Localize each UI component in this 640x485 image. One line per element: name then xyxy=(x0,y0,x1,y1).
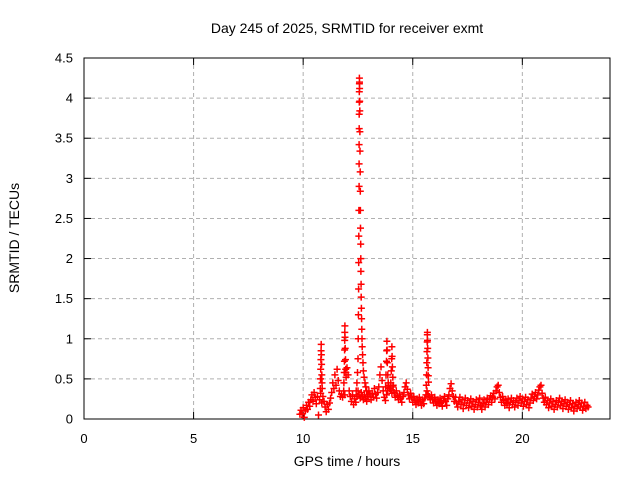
x-tick-label: 5 xyxy=(190,431,197,446)
x-tick-label: 0 xyxy=(80,431,87,446)
data-points xyxy=(296,74,592,421)
y-tick-label: 2.5 xyxy=(55,211,73,226)
y-tick-label: 0 xyxy=(66,412,73,427)
x-tick-label: 10 xyxy=(296,431,310,446)
gridlines xyxy=(84,58,610,419)
y-tick-label: 2 xyxy=(66,251,73,266)
axes-and-ticks: 0 5 10 15 20 0 0.5 1 1.5 2 2.5 3 3.5 4 4.5 xyxy=(55,51,611,446)
y-tick-label: 1 xyxy=(66,331,73,346)
chart-title: Day 245 of 2025, SRMTID for receiver exm… xyxy=(211,20,483,36)
y-tick-label: 4.5 xyxy=(55,51,73,66)
y-tick-label: 3.5 xyxy=(55,131,73,146)
y-tick-label: 4 xyxy=(66,91,73,106)
x-tick-label: 15 xyxy=(406,431,420,446)
y-tick-label: 0.5 xyxy=(55,371,73,386)
x-tick-label: 20 xyxy=(515,431,529,446)
y-tick-label: 1.5 xyxy=(55,291,73,306)
x-axis-label: GPS time / hours xyxy=(294,453,401,469)
y-tick-label: 3 xyxy=(66,171,73,186)
y-axis-label: SRMTID / TECUs xyxy=(6,183,22,293)
